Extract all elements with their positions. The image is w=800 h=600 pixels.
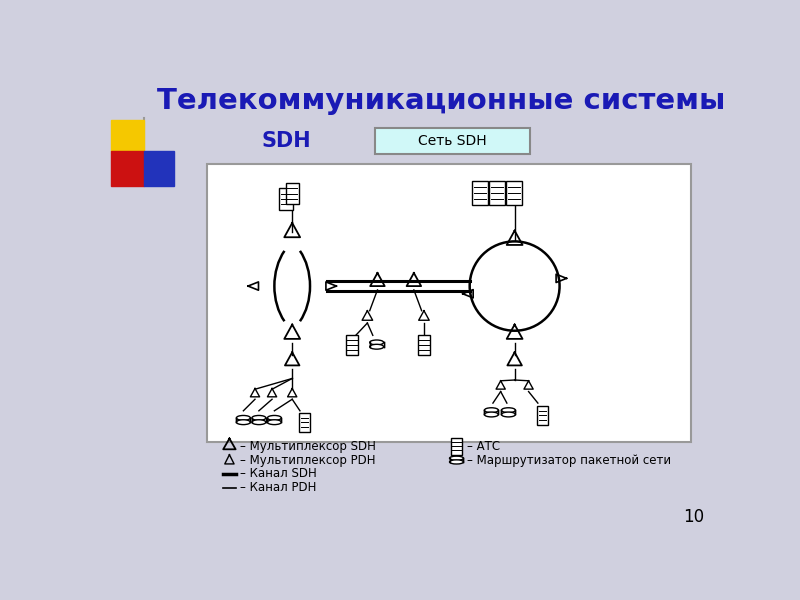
Text: – Канал PDH: – Канал PDH <box>239 481 316 494</box>
Bar <box>207 164 691 442</box>
Text: Телекоммуникационные системы: Телекоммуникационные системы <box>157 87 725 115</box>
Ellipse shape <box>237 420 250 425</box>
Text: 10: 10 <box>683 508 705 526</box>
Text: – Маршрутизатор пакетной сети: – Маршрутизатор пакетной сети <box>467 454 671 467</box>
Ellipse shape <box>267 415 282 421</box>
Bar <box>537 406 548 425</box>
Ellipse shape <box>502 412 515 417</box>
Bar <box>485 410 498 415</box>
Bar <box>502 410 515 415</box>
Ellipse shape <box>370 340 384 345</box>
Bar <box>418 335 430 355</box>
Ellipse shape <box>485 412 498 417</box>
Bar <box>111 151 144 186</box>
Ellipse shape <box>267 420 282 425</box>
Bar <box>267 418 282 422</box>
Bar <box>252 418 266 422</box>
Bar <box>237 418 250 422</box>
Bar <box>144 151 174 186</box>
Ellipse shape <box>237 415 250 421</box>
Bar <box>279 188 293 210</box>
Ellipse shape <box>450 456 463 460</box>
Text: – Мультиплексор PDH: – Мультиплексор PDH <box>239 454 375 467</box>
Ellipse shape <box>252 415 266 421</box>
Bar <box>489 181 505 205</box>
Text: – АТС: – АТС <box>467 440 501 453</box>
Bar <box>346 335 358 355</box>
Bar <box>286 183 298 205</box>
Bar <box>370 343 384 347</box>
Bar <box>111 120 144 151</box>
Ellipse shape <box>485 408 498 413</box>
Ellipse shape <box>370 344 384 349</box>
Text: Сеть SDH: Сеть SDH <box>418 134 487 148</box>
Text: – Канал SDH: – Канал SDH <box>239 467 316 481</box>
Bar <box>375 128 530 154</box>
Bar <box>506 181 522 205</box>
Ellipse shape <box>450 460 463 464</box>
Text: SDH: SDH <box>261 131 311 151</box>
Ellipse shape <box>252 420 266 425</box>
Bar <box>472 181 487 205</box>
Bar <box>450 438 462 455</box>
Bar <box>450 458 463 462</box>
Bar <box>299 413 310 431</box>
Ellipse shape <box>502 408 515 413</box>
Text: – Мультиплексор SDH: – Мультиплексор SDH <box>239 440 375 453</box>
